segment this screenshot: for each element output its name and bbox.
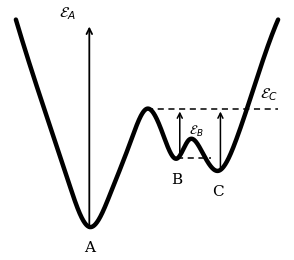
Text: A: A [84,242,95,255]
Text: $\mathcal{E}_B$: $\mathcal{E}_B$ [189,124,203,139]
Text: $\mathcal{E}_A$: $\mathcal{E}_A$ [59,5,76,22]
Text: C: C [212,185,224,199]
Text: $\mathcal{E}_C$: $\mathcal{E}_C$ [260,86,278,102]
Text: B: B [172,173,183,187]
